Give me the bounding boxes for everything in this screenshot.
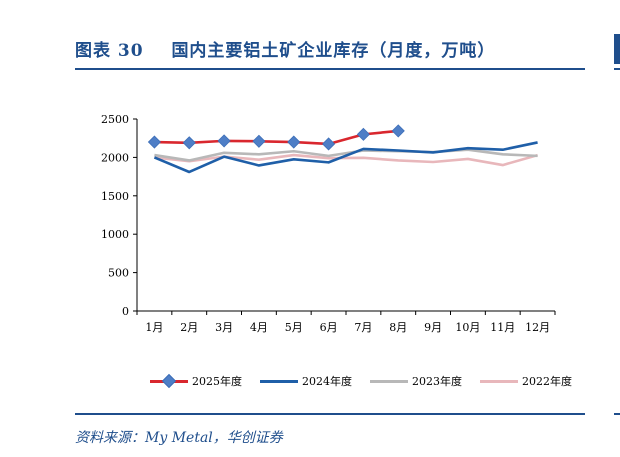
data-point-2025 [287,135,301,149]
legend-item-2022: 2022年度 [480,373,572,389]
figure-number: 30 [117,41,144,61]
legend-label-2025: 2025年度 [192,375,242,388]
chart-legend: 2025年度 2024年度 2023年度 2022年度 [150,373,572,389]
data-point-2025 [356,127,370,141]
x-tick-label: 5月 [285,321,303,334]
figure-title-text: 国内主要铝土矿企业库存（月度，万吨） [171,41,496,61]
legend-swatch-2024 [260,375,298,387]
legend-swatch-2025 [150,373,188,389]
legend-swatch-2023 [370,375,408,387]
series-line-2023 [154,148,538,162]
legend-item-2024: 2024年度 [260,373,352,389]
y-tick-label: 500 [108,267,129,280]
series-line-2022 [154,153,538,167]
x-tick-label: 11月 [490,321,515,334]
source-note: 资料来源：My Metal，华创证券 [75,430,283,446]
y-tick-label: 2000 [101,151,129,164]
data-point-2025 [322,137,336,151]
y-tick-label: 2500 [101,113,129,126]
x-tick-label: 1月 [145,321,163,334]
x-tick-label: 8月 [389,321,407,334]
data-point-2025 [182,136,196,150]
source-divider [75,413,585,415]
y-tick-label: 1500 [101,190,129,203]
figure-label: 图表 [75,41,111,61]
legend-diamond-icon [161,373,177,389]
x-tick-label: 12月 [525,321,550,334]
y-tick-label: 0 [122,305,129,318]
legend-label-2024: 2024年度 [302,375,352,388]
x-tick-label: 9月 [424,321,442,334]
title-divider [75,68,585,70]
data-point-2025 [391,124,405,138]
data-point-2025 [147,135,161,149]
legend-swatch-2022 [480,375,518,387]
x-tick-label: 3月 [215,321,233,334]
x-tick-label: 2月 [180,321,198,334]
legend-label-2023: 2023年度 [412,375,462,388]
figure-title: 图表 30 国内主要铝土矿企业库存（月度，万吨） [75,36,495,61]
y-tick-label: 1000 [101,228,129,241]
x-tick-label: 7月 [354,321,372,334]
adjacent-panel-edge-top [614,34,620,64]
legend-label-2022: 2022年度 [522,375,572,388]
adjacent-panel-rule-top [614,68,620,70]
x-tick-label: 10月 [455,321,480,334]
data-point-2025 [217,134,231,148]
data-point-2025 [252,134,266,148]
x-tick-label: 4月 [250,321,268,334]
legend-item-2023: 2023年度 [370,373,462,389]
x-tick-label: 6月 [320,321,338,334]
series-line-2024 [153,141,538,174]
adjacent-panel-rule-bottom [614,413,620,415]
legend-item-2025: 2025年度 [150,373,242,389]
